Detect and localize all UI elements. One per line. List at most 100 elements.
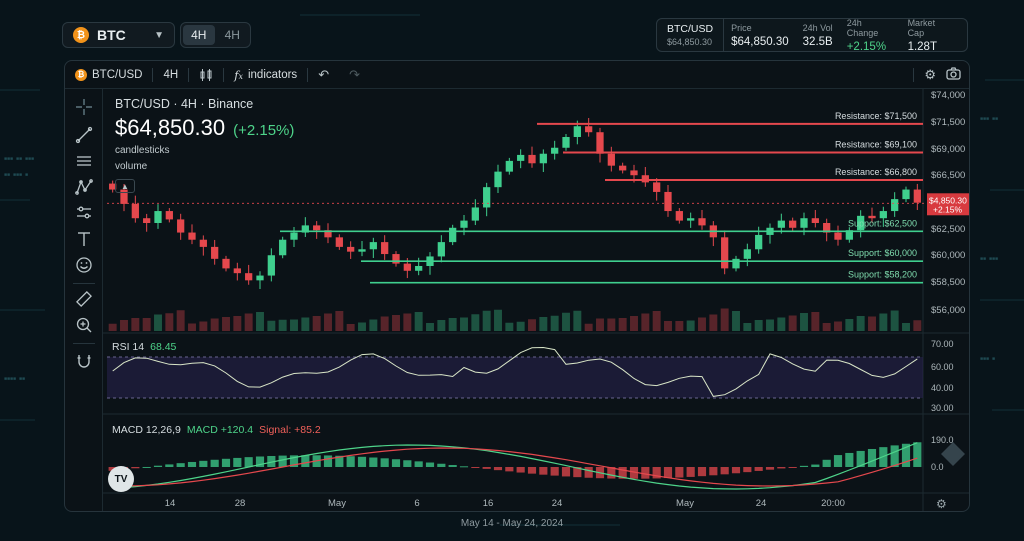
time-axis-label: May — [328, 498, 346, 509]
macd-histogram-bar — [278, 455, 287, 467]
candle-body — [233, 268, 241, 274]
function-icon: fx — [234, 67, 243, 82]
candle-body — [834, 232, 842, 240]
macd-histogram-bar — [142, 466, 151, 468]
redo-button[interactable]: ↷ — [339, 61, 370, 88]
volume-bar — [199, 321, 208, 331]
zoom-tool[interactable] — [74, 315, 94, 335]
emoji-tool[interactable] — [74, 255, 94, 275]
macd-histogram-bar — [289, 455, 299, 467]
macd-histogram-bar — [380, 458, 389, 467]
current-price-tag — [927, 193, 969, 216]
svg-text:■■ ■■■: ■■ ■■■ — [980, 256, 998, 262]
macd-histogram-bar — [199, 460, 208, 467]
settings-gear-icon[interactable]: ⚙ — [924, 66, 936, 82]
candle-body — [403, 263, 411, 271]
pattern-tool[interactable] — [74, 177, 94, 197]
toolbar-symbol[interactable]: ₿ BTC/USD — [65, 61, 152, 88]
volume-bar — [324, 313, 332, 331]
rsi-line — [112, 346, 918, 397]
candle-body — [109, 183, 117, 190]
rsi-axis-label: 40.00 — [931, 383, 954, 393]
candle-body — [868, 215, 876, 219]
trendline-tool[interactable] — [74, 125, 94, 145]
candle-body — [369, 242, 377, 250]
macd-histogram-bar — [527, 467, 537, 474]
timeframe-4h-active[interactable]: 4H — [183, 25, 215, 45]
candle-body — [256, 275, 264, 281]
symbol-selector[interactable]: ₿ BTC ▼ — [62, 22, 175, 48]
volume-bar — [528, 319, 536, 331]
current-price-tag-value: $4,850.30 — [929, 195, 967, 205]
horizontal-lines-tool[interactable] — [74, 151, 94, 171]
volume-bar — [754, 320, 763, 331]
candle-body — [539, 153, 547, 164]
macd-histogram-bar — [856, 450, 865, 467]
ticker-sub-price: $64,850.30 — [667, 37, 713, 47]
volume-bar — [811, 312, 820, 331]
camera-icon[interactable] — [946, 66, 961, 83]
volume-bar — [720, 308, 729, 331]
macd-histogram-bar — [267, 455, 276, 467]
time-axis-label: 24 — [552, 498, 563, 509]
candle-body — [902, 189, 910, 200]
svg-text:■■■ ■■: ■■■ ■■ — [980, 116, 998, 122]
volume-bar — [494, 309, 502, 331]
volume-bar — [777, 317, 786, 331]
macd-histogram-bar — [890, 445, 899, 467]
ruler-tool[interactable] — [74, 289, 94, 309]
candle-body — [290, 232, 298, 240]
volume-bar — [233, 316, 242, 331]
ticker-volume-cell: 24h Vol 32.5B — [796, 19, 840, 51]
fib-tool[interactable] — [74, 203, 94, 223]
candle-body — [517, 154, 525, 161]
volume-bar — [256, 312, 264, 331]
chart-title: BTC/USD · 4H · Binance — [115, 97, 254, 111]
macd-histogram-bar — [573, 467, 582, 478]
chart-panel: ₿ BTC/USD 4H fx indicators ↶ ↷ ⚙ — [64, 60, 970, 512]
candle-body — [483, 187, 491, 208]
magnet-tool[interactable] — [74, 351, 94, 371]
crosshair-icon — [76, 99, 92, 115]
candle-body — [596, 132, 604, 154]
time-axis-label: 28 — [235, 498, 246, 509]
crosshair-tool[interactable] — [74, 97, 94, 117]
undo-button[interactable]: ↶ — [308, 61, 339, 88]
candle-body — [301, 225, 309, 233]
collapse-legend-button[interactable]: ▲ — [115, 179, 135, 193]
macd-histogram-bar — [731, 467, 741, 474]
price-axis-label: $56,000 — [931, 305, 965, 316]
indicators-button[interactable]: fx indicators — [224, 61, 307, 88]
price-axis-label: $71,500 — [931, 117, 965, 128]
ticker-symbol: BTC/USD — [667, 23, 714, 35]
price-axis-label: $60,000 — [931, 250, 965, 261]
toolbar-interval[interactable]: 4H — [163, 68, 179, 81]
candle-body — [811, 218, 819, 223]
candle-body — [449, 227, 457, 243]
macd-histogram-bar — [845, 452, 854, 467]
volume-bar — [222, 317, 230, 331]
macd-histogram-bar — [709, 467, 718, 476]
trendline-icon — [75, 126, 93, 144]
text-tool[interactable] — [74, 229, 94, 249]
candle-body — [664, 191, 672, 212]
volume-bar — [165, 313, 174, 331]
macd-histogram-bar — [301, 455, 310, 467]
tool-divider — [73, 343, 95, 344]
macd-histogram-bar — [867, 448, 877, 467]
volume-bar — [154, 314, 162, 331]
candle-type-button[interactable] — [189, 61, 223, 88]
volume-bar — [868, 316, 876, 331]
volume-bar — [539, 317, 548, 331]
macd-histogram-bar — [437, 463, 446, 467]
volume-bar — [278, 319, 287, 331]
volume-bar — [244, 313, 253, 331]
price-chart[interactable]: $74,000 $71,500 $69,000 $66,500 $62,500 $60,0… — [65, 61, 970, 512]
timeframe-4h[interactable]: 4H — [224, 28, 240, 42]
candle-body — [358, 249, 366, 252]
volume-bar — [188, 323, 196, 331]
macd-legend: MACD 12,26,9 MACD +120.4 Signal: +85.2 — [112, 424, 321, 436]
sliders-icon — [77, 206, 91, 219]
chart-settings-gear-icon[interactable]: ⚙ — [936, 497, 947, 511]
volume-bar — [505, 322, 514, 331]
